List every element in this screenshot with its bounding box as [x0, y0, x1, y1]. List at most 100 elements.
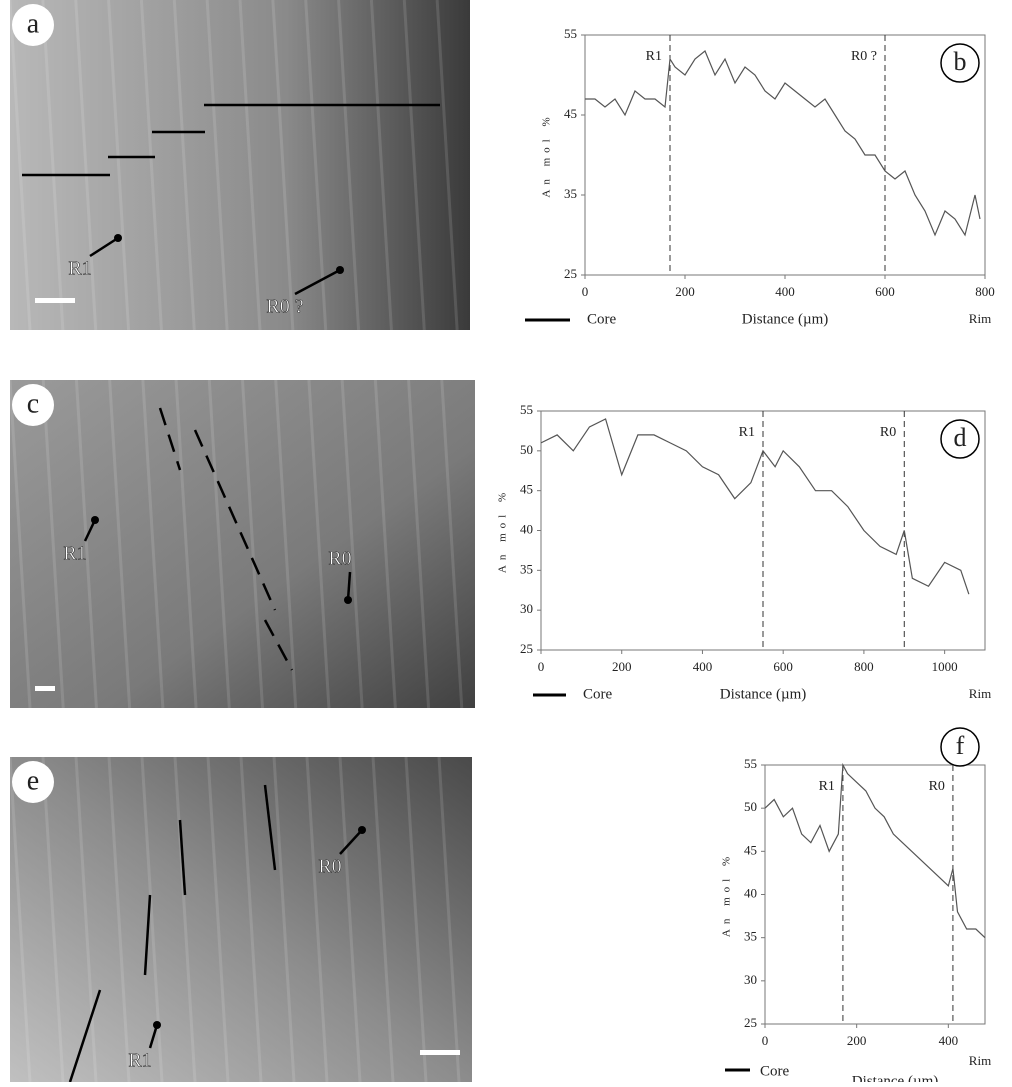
- x-tick-label: 600: [875, 284, 895, 299]
- panel-label: b: [954, 47, 967, 76]
- profile-line: [178, 819, 187, 896]
- y-tick-label: 50: [520, 442, 533, 457]
- y-tick-label: 50: [744, 799, 757, 814]
- zoning-band: [8, 0, 32, 331]
- y-tick-label: 35: [744, 929, 757, 944]
- x-tick-label: 400: [939, 1033, 959, 1048]
- x-tick-label: 600: [773, 659, 793, 674]
- core-label: Core: [760, 1063, 790, 1079]
- zoning-band: [338, 756, 362, 1083]
- marker-label: R1: [739, 425, 755, 440]
- profile-line: [158, 407, 182, 471]
- zoning-band: [435, 0, 459, 331]
- y-tick-label: 30: [520, 601, 533, 616]
- marker-label: R0: [929, 779, 945, 794]
- zoning-band: [141, 379, 165, 709]
- arrow: [294, 268, 341, 296]
- zoning-band: [172, 0, 196, 331]
- x-axis-label: Distance (µm): [742, 311, 829, 327]
- zoning-band: [41, 756, 65, 1083]
- panel-circle: [940, 419, 980, 459]
- annotation: R1: [128, 1050, 151, 1072]
- arrow: [148, 1024, 159, 1049]
- marker-label: R1: [819, 779, 835, 794]
- x-tick-label: 200: [612, 659, 632, 674]
- annotation: R1: [68, 258, 91, 280]
- zoning-band: [205, 0, 229, 331]
- y-tick-label: 45: [744, 842, 757, 857]
- zoning-band: [107, 756, 131, 1083]
- photo: [10, 380, 475, 708]
- panel-circle: [12, 4, 54, 46]
- zoning-band: [8, 379, 32, 709]
- plot-frame: [764, 764, 986, 1025]
- zoning-band: [407, 379, 431, 709]
- zoning-band: [369, 0, 393, 331]
- zoning-band: [206, 756, 230, 1083]
- x-tick-label: 800: [975, 284, 995, 299]
- profile-line: [143, 894, 152, 976]
- y-tick-label: 55: [744, 756, 757, 771]
- y-tick-label: 25: [520, 641, 533, 656]
- arrow: [346, 571, 352, 601]
- arrow: [339, 829, 363, 855]
- arrow-head: [344, 596, 352, 604]
- x-tick-label: 400: [775, 284, 795, 299]
- y-tick-label: 35: [520, 561, 533, 576]
- zoning-band: [274, 379, 298, 709]
- zoning-band: [207, 379, 231, 709]
- y-axis-label: An mol %: [541, 112, 553, 197]
- x-tick-label: 1000: [932, 659, 958, 674]
- photo: [10, 0, 470, 330]
- y-axis-label: An mol %: [497, 488, 509, 573]
- panel-label: e: [27, 765, 39, 796]
- y-tick-label: 45: [564, 106, 577, 121]
- zoning-band: [139, 0, 163, 331]
- zoning-band: [440, 379, 464, 709]
- plot-frame: [584, 34, 986, 276]
- panel-label: f: [956, 731, 965, 760]
- zoning-band: [174, 379, 198, 709]
- annotation: R1: [63, 543, 86, 565]
- zoning-band: [173, 756, 197, 1083]
- arrow-head: [114, 234, 122, 242]
- profile-line: [193, 429, 277, 611]
- arrow-head: [91, 516, 99, 524]
- annotation: R0: [328, 548, 351, 570]
- data-line: [585, 50, 981, 237]
- zoning-band: [74, 0, 98, 331]
- panel-label: c: [27, 388, 39, 419]
- y-tick-label: 55: [564, 26, 577, 41]
- zoning-band: [107, 0, 131, 331]
- zoning-band: [373, 379, 397, 709]
- zoning-band: [108, 379, 132, 709]
- zoning-band: [74, 379, 98, 709]
- y-tick-label: 35: [564, 186, 577, 201]
- zoning-band: [437, 756, 461, 1083]
- marker-label: R1: [646, 49, 662, 64]
- zoning-band: [371, 756, 395, 1083]
- x-axis-label: Distance (µm): [720, 686, 807, 702]
- arrow-head: [358, 826, 366, 834]
- y-tick-label: 55: [520, 402, 533, 417]
- y-axis-label: An mol %: [721, 852, 733, 937]
- zoning-band: [239, 756, 263, 1083]
- zoning-band: [238, 0, 262, 331]
- zoning-band: [340, 379, 364, 709]
- x-tick-label: 200: [847, 1033, 867, 1048]
- core-label: Core: [583, 686, 613, 702]
- annotation: R0: [318, 856, 341, 878]
- x-axis-label: Distance (µm): [852, 1073, 939, 1082]
- y-tick-label: 40: [744, 885, 757, 900]
- data-line: [540, 418, 970, 595]
- zoning-band: [307, 379, 331, 709]
- x-tick-label: 400: [693, 659, 713, 674]
- arrow-head: [336, 266, 344, 274]
- panel-circle: [12, 761, 54, 803]
- zoning-band: [404, 756, 428, 1083]
- scale-bar: [35, 298, 75, 303]
- zoning-band: [271, 0, 295, 331]
- arrow: [89, 236, 119, 258]
- data-line: [764, 762, 986, 939]
